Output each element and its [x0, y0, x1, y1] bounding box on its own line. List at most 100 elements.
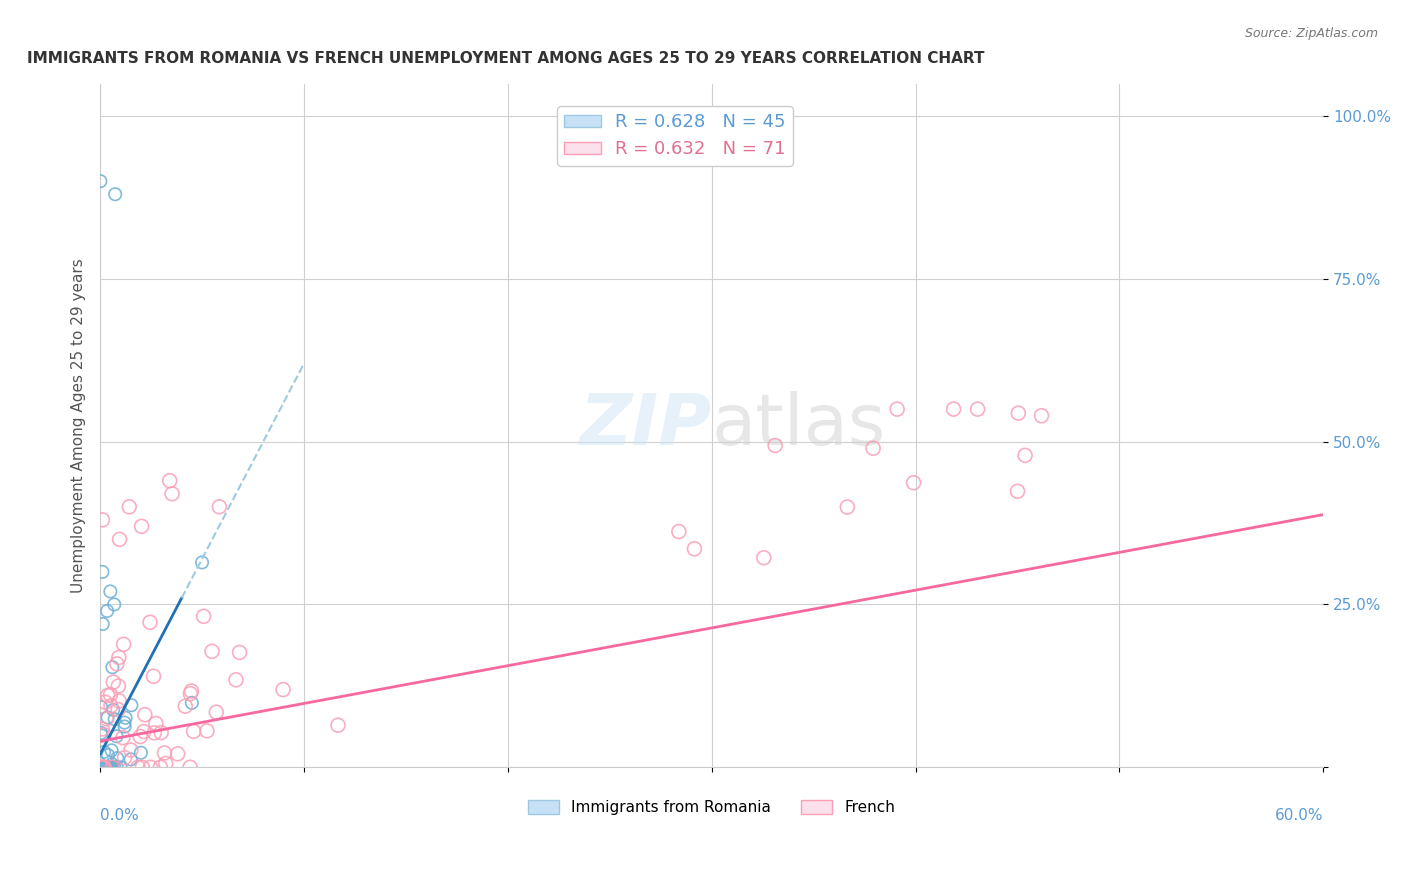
Point	[108, 650, 131, 665]
Point	[101, 760, 124, 774]
Y-axis label: Unemployment Among Ages 25 to 29 years: Unemployment Among Ages 25 to 29 years	[72, 258, 86, 593]
Point	[103, 675, 125, 690]
Point	[103, 598, 125, 612]
Point	[131, 760, 153, 774]
Point	[166, 747, 188, 761]
Point	[271, 682, 294, 697]
Point	[96, 760, 118, 774]
Point	[114, 750, 136, 764]
Point	[139, 615, 162, 630]
Point	[191, 556, 214, 570]
Point	[114, 715, 136, 730]
Point	[91, 722, 114, 736]
Point	[942, 402, 965, 417]
Point	[139, 760, 162, 774]
Point	[1031, 409, 1053, 423]
Point	[966, 402, 988, 417]
Point	[179, 687, 201, 701]
Point	[1007, 484, 1029, 499]
Point	[97, 748, 120, 763]
Point	[94, 760, 117, 774]
Point	[1014, 448, 1036, 462]
Point	[174, 699, 197, 714]
Point	[129, 746, 152, 760]
Point	[105, 751, 128, 765]
Point	[93, 760, 115, 774]
Point	[683, 541, 706, 556]
Text: 60.0%: 60.0%	[1275, 808, 1323, 823]
Text: Source: ZipAtlas.com: Source: ZipAtlas.com	[1244, 27, 1378, 40]
Point	[101, 660, 124, 674]
Point	[143, 726, 166, 740]
Text: IMMIGRANTS FROM ROMANIA VS FRENCH UNEMPLOYMENT AMONG AGES 25 TO 29 YEARS CORRELA: IMMIGRANTS FROM ROMANIA VS FRENCH UNEMPL…	[27, 51, 984, 66]
Point	[105, 657, 128, 671]
Point	[886, 402, 908, 417]
Point	[179, 760, 201, 774]
Point	[752, 550, 775, 565]
Point	[155, 756, 177, 771]
Point	[105, 729, 128, 743]
Point	[90, 700, 112, 714]
Point	[193, 609, 215, 624]
Point	[98, 760, 121, 774]
Point	[112, 637, 135, 651]
Point	[107, 702, 129, 716]
Point	[97, 710, 120, 724]
Point	[91, 565, 114, 579]
Point	[108, 694, 131, 708]
Point	[97, 689, 120, 703]
Point	[142, 669, 165, 683]
Point	[96, 760, 118, 774]
Text: 0.0%: 0.0%	[100, 808, 139, 823]
Point	[150, 725, 173, 739]
Point	[668, 524, 690, 539]
Point	[108, 533, 131, 547]
Point	[129, 730, 152, 744]
Point	[205, 705, 228, 719]
Point	[114, 719, 136, 733]
Point	[180, 696, 202, 710]
Point	[98, 760, 121, 774]
Point	[90, 726, 112, 740]
Point	[94, 695, 117, 709]
Point	[96, 712, 118, 726]
Point	[101, 703, 124, 717]
Point	[149, 760, 172, 774]
Point	[93, 728, 115, 742]
Point	[101, 760, 124, 774]
Point	[118, 500, 141, 514]
Point	[91, 760, 114, 774]
Point	[862, 441, 884, 455]
Point	[145, 716, 167, 731]
Point	[104, 187, 127, 202]
Point	[228, 645, 250, 659]
Point	[104, 712, 127, 726]
Text: atlas: atlas	[711, 391, 886, 460]
Point	[98, 584, 121, 599]
Point	[1007, 406, 1029, 420]
Point	[120, 698, 142, 713]
Point	[763, 438, 786, 452]
Point	[90, 729, 112, 743]
Point	[94, 760, 117, 774]
Point	[134, 707, 156, 722]
Point	[153, 746, 176, 760]
Point	[111, 731, 134, 745]
Point	[132, 724, 155, 739]
Point	[91, 617, 114, 632]
Point	[183, 724, 205, 739]
Point	[100, 698, 122, 713]
Point	[225, 673, 247, 687]
Point	[89, 174, 111, 188]
Point	[96, 760, 118, 774]
Point	[114, 711, 136, 725]
Point	[120, 752, 142, 766]
Point	[93, 745, 115, 759]
Point	[91, 760, 114, 774]
Point	[93, 760, 115, 774]
Point	[90, 760, 112, 774]
Point	[159, 474, 181, 488]
Point	[127, 760, 149, 774]
Point	[180, 684, 202, 698]
Point	[903, 475, 925, 490]
